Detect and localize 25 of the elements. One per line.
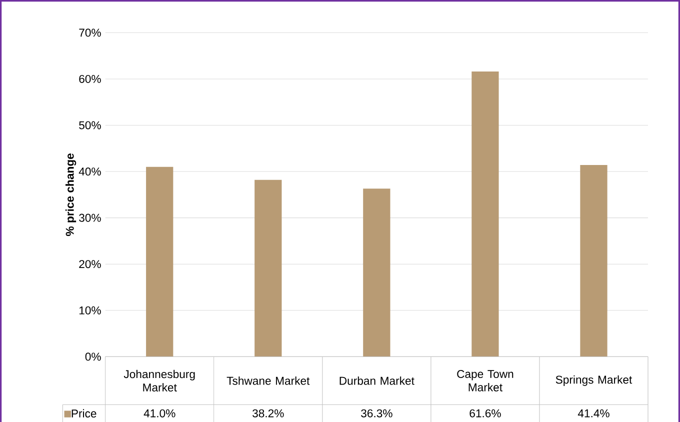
x-tick-label: Cape Town Market: [457, 370, 514, 392]
bar: [146, 166, 174, 357]
x-tick-label: Springs Market: [556, 375, 632, 386]
data-label: 36.3%: [361, 409, 392, 418]
y-tick-label: 40%: [78, 168, 101, 176]
data-label: 41.4%: [578, 409, 610, 418]
y-tick-label: 30%: [79, 214, 101, 222]
bar: [363, 188, 390, 357]
x-tick-label: Durban Market: [340, 376, 414, 385]
y-tick-label: 60%: [79, 74, 101, 83]
data-label: 61.6%: [470, 409, 501, 418]
bar: [254, 180, 282, 357]
data-label: 41.0%: [144, 409, 176, 418]
y-tick-label: 70%: [79, 28, 101, 37]
x-tick-label: Tshwane Market: [226, 376, 310, 385]
bar: [580, 165, 608, 357]
data-label: 38.2%: [252, 409, 284, 418]
y-tick-label: 10%: [79, 306, 101, 314]
y-tick-label: 50%: [79, 121, 101, 130]
y-tick-label: 20%: [79, 260, 101, 268]
x-tick-label: Johannesburg Market: [124, 370, 195, 392]
bar: [472, 72, 499, 357]
y-tick-label: 0%: [85, 352, 101, 361]
legend-label: Price: [72, 409, 96, 418]
y-axis-title: % price change: [66, 153, 76, 236]
